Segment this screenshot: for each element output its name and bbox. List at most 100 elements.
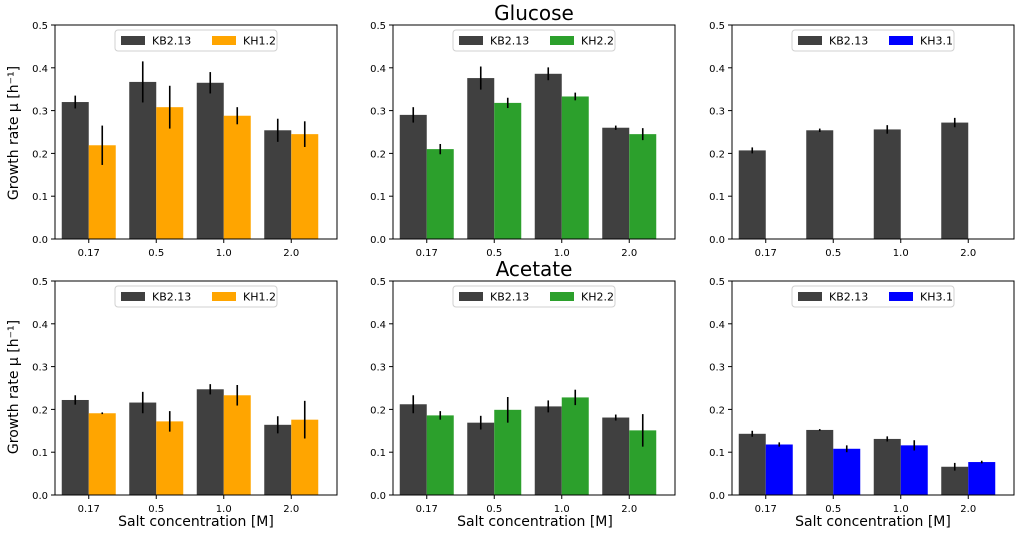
y-tick-label: 0.4 (370, 320, 386, 331)
y-tick-label: 0.2 (370, 149, 386, 160)
x-tick-label: 1.0 (216, 248, 232, 259)
bar (941, 466, 969, 495)
bar (223, 115, 251, 239)
bar (602, 127, 630, 239)
legend-swatch (212, 36, 236, 45)
x-tick-label: 1.0 (554, 504, 570, 515)
chart-panel: 0.0 0.1 0.2 0.3 0.4 0.5 0.17 0.5 1.0 2.0 KB2.13 KH2… (370, 21, 676, 259)
y-tick-label: 0.2 (709, 149, 725, 160)
legend-label: KH2.2 (581, 291, 614, 304)
legend: KB2.13 KH2.2 (452, 285, 616, 308)
y-tick-label: 0.2 (370, 405, 386, 416)
legend-box (452, 285, 616, 308)
legend-label: KH1.2 (243, 291, 276, 304)
x-tick-label: 0.5 (148, 248, 164, 259)
bar (494, 409, 522, 495)
y-tick-label: 0.0 (370, 235, 386, 246)
legend: KB2.13 KH3.1 (791, 29, 955, 52)
bar (426, 415, 454, 495)
axes-frame (54, 280, 338, 496)
y-tick-label: 0.3 (370, 363, 386, 374)
bar (264, 130, 292, 239)
x-axis-label-left: Salt concentration [M] (118, 514, 274, 530)
y-axis-label-bottom: Growth rate μ [h⁻¹] (6, 320, 22, 454)
y-tick-label: 0.1 (32, 448, 48, 459)
x-tick-label: 0.5 (486, 504, 502, 515)
y-tick-label: 0.0 (32, 491, 48, 502)
y-tick-label: 0.0 (32, 235, 48, 246)
bar (765, 444, 793, 495)
y-tick-label: 0.5 (370, 277, 386, 288)
legend: KB2.13 KH1.2 (114, 285, 278, 308)
legend-label: KB2.13 (829, 291, 868, 304)
axes-frame (731, 280, 1015, 496)
y-tick-label: 0.2 (32, 149, 48, 160)
y-tick-label: 0.1 (709, 192, 725, 203)
bar (941, 122, 969, 239)
legend-box (791, 29, 955, 52)
legend-swatch (550, 292, 574, 301)
legend-swatch (121, 36, 145, 45)
bar (399, 114, 427, 239)
bar (467, 78, 495, 240)
y-tick-label: 0.5 (709, 21, 725, 32)
bar (494, 102, 522, 239)
y-tick-label: 0.3 (370, 107, 386, 118)
x-tick-label: 0.5 (148, 504, 164, 515)
bar (129, 402, 157, 495)
y-tick-label: 0.1 (370, 448, 386, 459)
bar (156, 421, 184, 495)
bar (900, 445, 928, 495)
y-tick-label: 0.0 (370, 491, 386, 502)
x-tick-label: 0.17 (416, 248, 438, 259)
axes-frame (731, 24, 1015, 240)
y-tick-label: 0.5 (32, 277, 48, 288)
x-axis-label-middle: Salt concentration [M] (457, 514, 613, 530)
x-tick-label: 0.17 (78, 504, 100, 515)
bar (534, 406, 562, 495)
x-tick-label: 0.17 (755, 248, 777, 259)
bar (291, 134, 319, 239)
y-tick-label: 0.3 (32, 363, 48, 374)
x-tick-label: 0.5 (825, 504, 841, 515)
x-tick-label: 1.0 (893, 248, 909, 259)
bar (806, 429, 834, 495)
bar (806, 130, 834, 239)
legend: KB2.13 KH3.1 (791, 285, 955, 308)
bar (629, 134, 657, 239)
axes-frame (54, 24, 338, 240)
x-tick-label: 1.0 (554, 248, 570, 259)
bar (602, 417, 630, 495)
y-tick-label: 0.1 (709, 448, 725, 459)
x-tick-label: 2.0 (960, 248, 976, 259)
y-tick-label: 0.5 (709, 277, 725, 288)
bar (561, 397, 589, 495)
x-tick-label: 2.0 (621, 504, 637, 515)
legend-swatch (798, 292, 822, 301)
chart-panel: 0.0 0.1 0.2 0.3 0.4 0.5 0.17 0.5 1.0 2.0 KB2.13 KH3… (709, 277, 1015, 515)
x-tick-label: 1.0 (216, 504, 232, 515)
y-tick-label: 0.4 (370, 64, 386, 75)
y-tick-label: 0.0 (709, 235, 725, 246)
y-tick-label: 0.3 (32, 107, 48, 118)
y-tick-label: 0.2 (709, 405, 725, 416)
legend-swatch (889, 292, 913, 301)
bar (61, 399, 89, 495)
bar (873, 129, 901, 239)
legend-label: KH2.2 (581, 35, 614, 48)
y-tick-label: 0.1 (32, 192, 48, 203)
bar (561, 96, 589, 239)
chart-panel: 0.0 0.1 0.2 0.3 0.4 0.5 0.17 0.5 1.0 2.0 KB2.13 KH3… (709, 21, 1015, 259)
legend-swatch (459, 292, 483, 301)
x-tick-label: 2.0 (283, 248, 299, 259)
y-tick-label: 0.5 (370, 21, 386, 32)
bar (264, 424, 292, 495)
legend-swatch (459, 36, 483, 45)
axes-frame (392, 280, 676, 496)
bar (156, 107, 184, 240)
legend-box (114, 285, 278, 308)
y-tick-label: 0.4 (709, 64, 725, 75)
x-axis-label-right: Salt concentration [M] (795, 514, 951, 530)
bar (196, 82, 224, 239)
